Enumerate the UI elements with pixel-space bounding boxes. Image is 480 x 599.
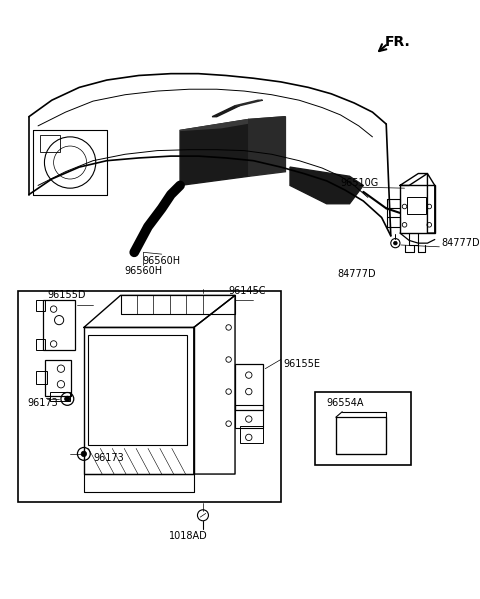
- Polygon shape: [235, 100, 263, 105]
- Text: 96554A: 96554A: [327, 398, 364, 407]
- Text: 96560H: 96560H: [124, 265, 162, 276]
- Text: 96155E: 96155E: [284, 359, 321, 369]
- Text: 96510G: 96510G: [340, 178, 379, 187]
- Bar: [40, 135, 60, 152]
- Bar: [400, 186, 435, 233]
- Bar: [336, 418, 386, 454]
- Text: FR.: FR.: [384, 35, 410, 49]
- Bar: [235, 406, 263, 428]
- Bar: [50, 392, 70, 401]
- Polygon shape: [180, 117, 286, 131]
- Text: 96560H: 96560H: [143, 256, 181, 267]
- Text: 96145C: 96145C: [228, 286, 266, 296]
- Text: 84777D: 84777D: [441, 238, 480, 248]
- Bar: [84, 328, 194, 474]
- Bar: [46, 359, 71, 396]
- Bar: [43, 300, 75, 350]
- Bar: [120, 295, 235, 314]
- Bar: [36, 340, 46, 350]
- Polygon shape: [290, 167, 363, 204]
- Bar: [235, 364, 263, 410]
- Text: 96155D: 96155D: [47, 291, 86, 300]
- Bar: [36, 371, 47, 384]
- Polygon shape: [180, 119, 249, 186]
- Circle shape: [81, 451, 86, 456]
- Text: 1018AD: 1018AD: [169, 531, 208, 541]
- Bar: [315, 392, 411, 465]
- Bar: [88, 335, 187, 444]
- Text: 84777D: 84777D: [337, 270, 376, 279]
- Bar: [240, 426, 263, 443]
- Text: 96173: 96173: [93, 453, 124, 462]
- Circle shape: [394, 241, 397, 245]
- Circle shape: [65, 396, 70, 402]
- Text: 96173: 96173: [27, 398, 58, 407]
- Polygon shape: [212, 105, 240, 117]
- Bar: [36, 300, 46, 311]
- Bar: [18, 291, 281, 501]
- Polygon shape: [249, 117, 286, 176]
- Bar: [408, 197, 426, 214]
